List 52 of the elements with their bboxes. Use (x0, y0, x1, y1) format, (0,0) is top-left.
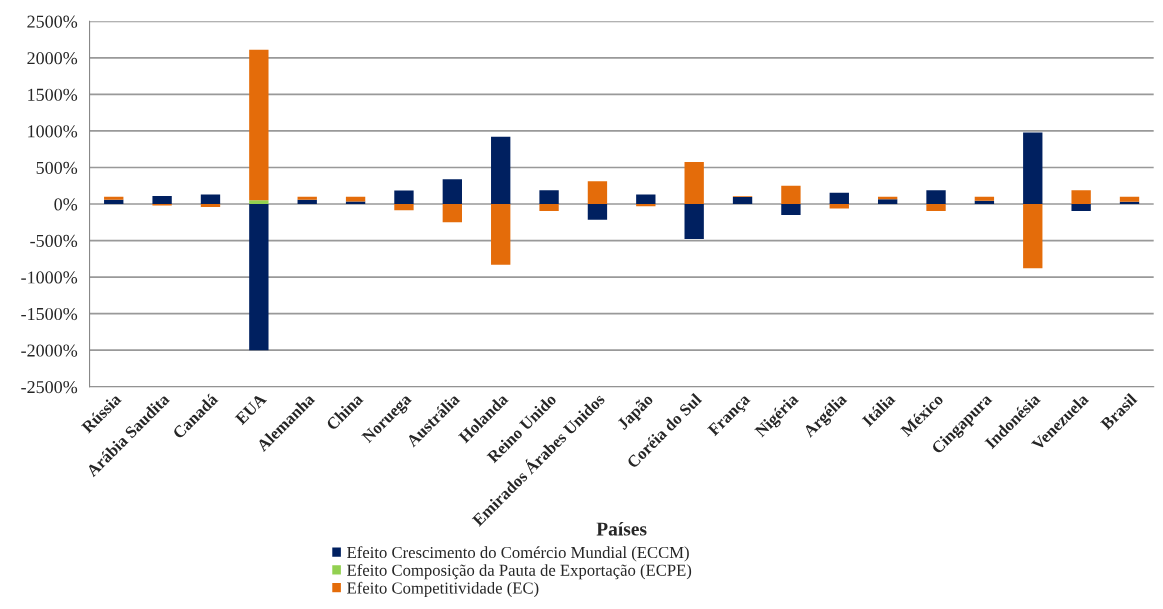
bar (442, 179, 462, 205)
bar (200, 204, 221, 207)
bar (587, 181, 608, 205)
bar (491, 204, 511, 265)
bar (539, 204, 559, 211)
bar (152, 195, 172, 205)
y-tick-label: -500% (30, 234, 78, 248)
y-tick-label: -1500% (21, 307, 78, 321)
bar (539, 190, 559, 205)
bar (781, 185, 801, 205)
x-axis-title: Países (596, 521, 647, 536)
y-tick-label: 2500% (27, 15, 78, 28)
bar (394, 190, 414, 205)
y-tick-label: 1000% (28, 125, 78, 138)
bar (684, 204, 704, 240)
bar (249, 200, 269, 205)
bar (1119, 196, 1140, 202)
bar (249, 49, 269, 201)
legend-label: Efeito Crescimento do Comércio Mundial (ECCM) (347, 546, 689, 562)
legend-label: Efeito Competitividade (EC) (347, 581, 539, 598)
bar (1119, 201, 1140, 205)
bar (684, 161, 704, 205)
bar (1023, 132, 1043, 205)
bar (394, 204, 414, 211)
bar (1023, 204, 1043, 269)
y-tick-label: -2500% (21, 380, 78, 394)
y-tick-label: 500% (36, 161, 78, 174)
bar (829, 192, 849, 205)
bar (491, 136, 511, 205)
bar (249, 204, 269, 351)
bar (297, 196, 317, 200)
bar (587, 204, 608, 220)
bar (781, 204, 801, 215)
bar (345, 201, 366, 205)
bar (926, 190, 946, 205)
y-tick-label: 0% (54, 198, 78, 211)
bar (442, 204, 462, 223)
bar (1071, 204, 1091, 211)
y-tick-label: 1500% (28, 88, 78, 101)
bar (877, 199, 898, 205)
legend-label: Efeito Composição da Pauta de Exportação (ECPE) (347, 563, 692, 580)
bar (200, 194, 221, 205)
bar (926, 204, 946, 211)
y-tick-label: -1000% (21, 271, 78, 284)
bar (732, 197, 753, 205)
bar (104, 196, 124, 200)
bar (974, 196, 995, 201)
y-tick-label: 2000% (27, 52, 78, 65)
bar (636, 194, 656, 205)
y-tick-label: -2000% (21, 344, 78, 357)
bar (1071, 190, 1091, 205)
bar (636, 204, 656, 207)
